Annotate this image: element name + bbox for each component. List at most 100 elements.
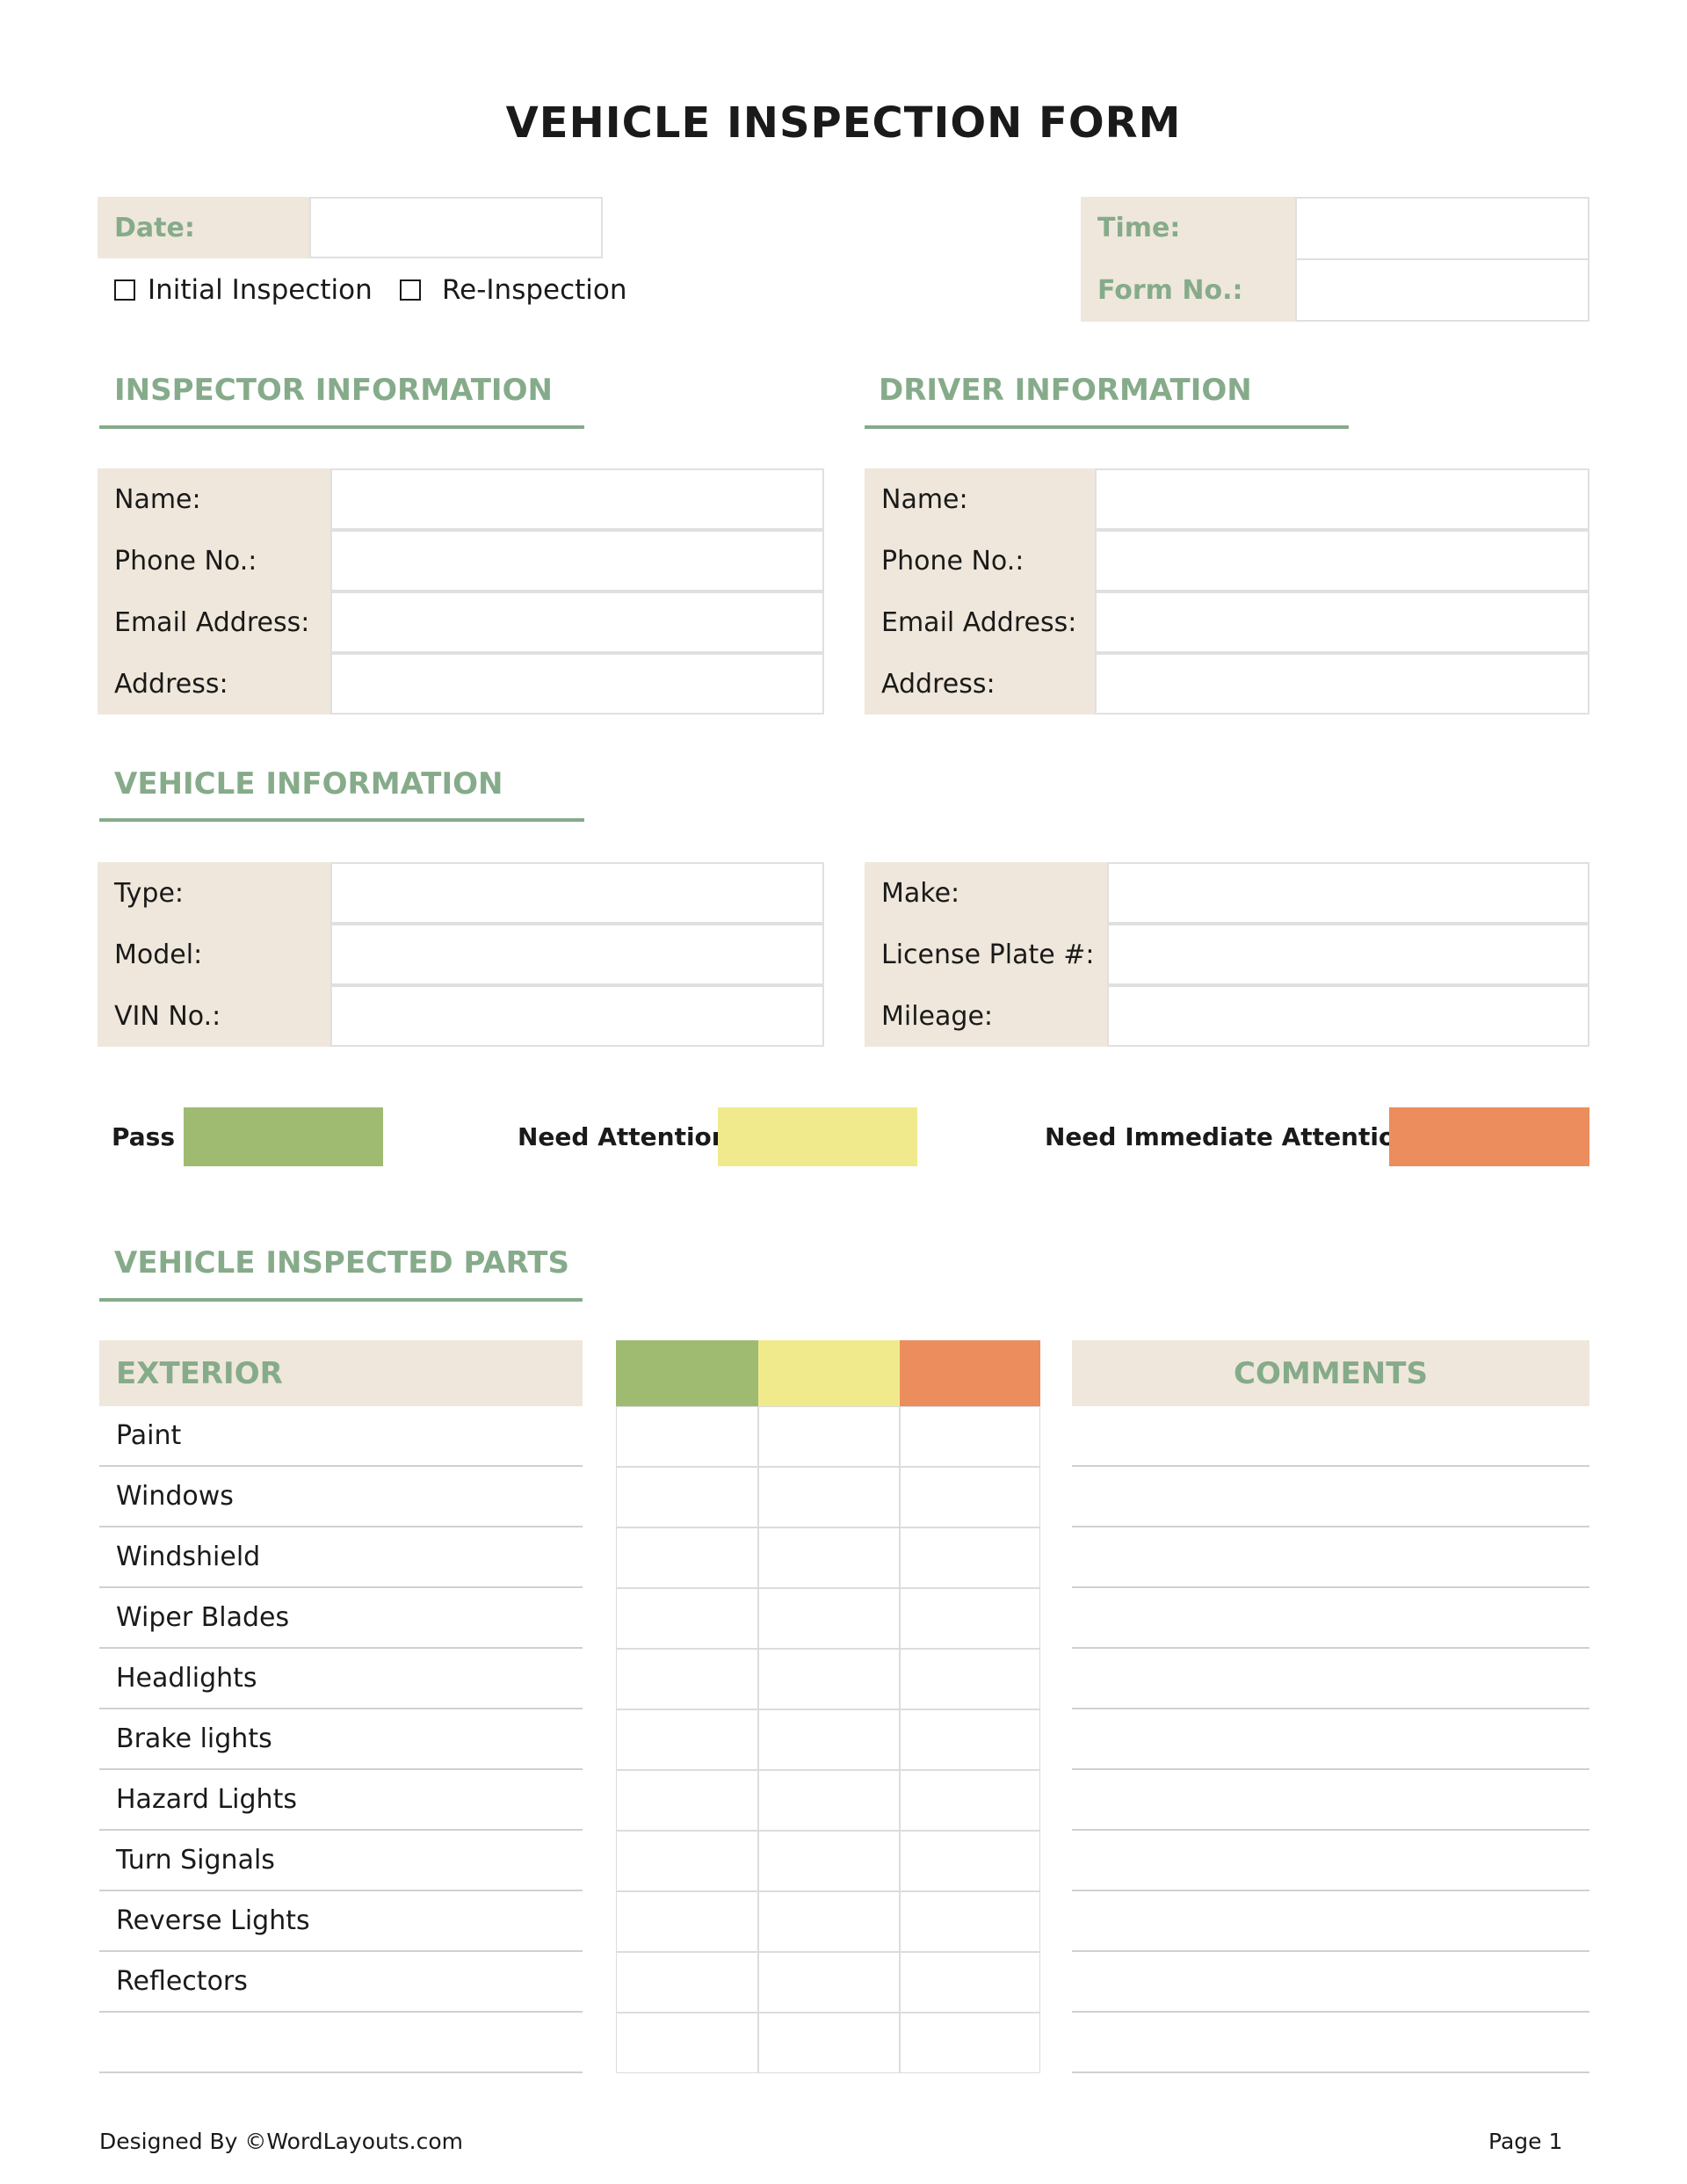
field-input[interactable] — [1107, 924, 1589, 985]
pass-cell[interactable] — [616, 1406, 758, 1467]
field-input[interactable] — [1107, 985, 1589, 1047]
date-label: Date: — [98, 197, 309, 258]
comment-field[interactable] — [1072, 1588, 1589, 1649]
legend-immediate-label: Need Immediate Attention — [1045, 1122, 1414, 1151]
field-input[interactable] — [330, 468, 824, 530]
part-row: Paint — [99, 1406, 583, 1467]
re-inspection-checkbox[interactable]: Re-Inspection — [400, 274, 627, 306]
field-label: Email Address: — [865, 591, 1095, 653]
field-input[interactable] — [1095, 653, 1589, 715]
field-label: VIN No.: — [98, 985, 330, 1047]
field-input[interactable] — [1107, 862, 1589, 924]
pass-column-header — [616, 1340, 758, 1406]
comment-field[interactable] — [1072, 1527, 1589, 1588]
immediate-cell[interactable] — [900, 1709, 1040, 1770]
attention-cell[interactable] — [758, 2013, 900, 2073]
field-input[interactable] — [1095, 468, 1589, 530]
field-label: Name: — [98, 468, 330, 530]
part-row: Windows — [99, 1467, 583, 1527]
immediate-cell[interactable] — [900, 1770, 1040, 1831]
exterior-heading: EXTERIOR — [99, 1340, 583, 1406]
attention-cell[interactable] — [758, 1709, 900, 1770]
legend-attention-swatch — [718, 1107, 917, 1166]
part-row: Brake lights — [99, 1709, 583, 1770]
attention-cell[interactable] — [758, 1588, 900, 1649]
comment-field[interactable] — [1072, 2013, 1589, 2073]
part-row — [99, 2013, 583, 2073]
field-label: Phone No.: — [98, 530, 330, 591]
parts-heading: VEHICLE INSPECTED PARTS — [114, 1245, 569, 1281]
attention-cell[interactable] — [758, 1527, 900, 1588]
checkbox-icon[interactable] — [400, 279, 421, 301]
attention-cell[interactable] — [758, 1467, 900, 1527]
field-input[interactable] — [1095, 530, 1589, 591]
part-row: Reflectors — [99, 1952, 583, 2013]
comment-field[interactable] — [1072, 1649, 1589, 1709]
legend-pass-label: Pass — [112, 1122, 175, 1151]
driver-heading: DRIVER INFORMATION — [879, 373, 1252, 408]
comment-field[interactable] — [1072, 1770, 1589, 1831]
pass-cell[interactable] — [616, 1891, 758, 1952]
immediate-cell[interactable] — [900, 1588, 1040, 1649]
date-field[interactable] — [309, 197, 603, 258]
initial-inspection-checkbox[interactable]: Initial Inspection — [114, 274, 373, 306]
checkbox-icon[interactable] — [114, 279, 135, 301]
pass-cell[interactable] — [616, 1831, 758, 1891]
field-input[interactable] — [330, 530, 824, 591]
part-row: Headlights — [99, 1649, 583, 1709]
immediate-cell[interactable] — [900, 1831, 1040, 1891]
form-no-field[interactable] — [1295, 258, 1589, 322]
pass-cell[interactable] — [616, 2013, 758, 2073]
comment-field[interactable] — [1072, 1406, 1589, 1467]
pass-cell[interactable] — [616, 1588, 758, 1649]
field-input[interactable] — [1095, 591, 1589, 653]
comment-field[interactable] — [1072, 1709, 1589, 1770]
legend-pass-swatch — [184, 1107, 383, 1166]
attention-column-header — [758, 1340, 900, 1406]
pass-cell[interactable] — [616, 1527, 758, 1588]
immediate-cell[interactable] — [900, 2013, 1040, 2073]
field-label: Mileage: — [865, 985, 1107, 1047]
divider — [99, 1298, 583, 1302]
time-field[interactable] — [1295, 197, 1589, 260]
checkbox-label: Initial Inspection — [148, 274, 373, 306]
immediate-cell[interactable] — [900, 1649, 1040, 1709]
attention-cell[interactable] — [758, 1831, 900, 1891]
pass-cell[interactable] — [616, 1952, 758, 2013]
field-input[interactable] — [330, 862, 824, 924]
immediate-cell[interactable] — [900, 1891, 1040, 1952]
pass-cell[interactable] — [616, 1467, 758, 1527]
pass-cell[interactable] — [616, 1709, 758, 1770]
part-row: Hazard Lights — [99, 1770, 583, 1831]
field-label: Address: — [98, 653, 330, 715]
attention-cell[interactable] — [758, 1406, 900, 1467]
immediate-cell[interactable] — [900, 1406, 1040, 1467]
comment-field[interactable] — [1072, 1467, 1589, 1527]
footer-credit: Designed By ©WordLayouts.com — [99, 2129, 464, 2154]
field-input[interactable] — [330, 985, 824, 1047]
comment-field[interactable] — [1072, 1891, 1589, 1952]
field-input[interactable] — [330, 653, 824, 715]
field-label: Type: — [98, 862, 330, 924]
attention-cell[interactable] — [758, 1891, 900, 1952]
immediate-cell[interactable] — [900, 1952, 1040, 2013]
immediate-cell[interactable] — [900, 1527, 1040, 1588]
attention-cell[interactable] — [758, 1770, 900, 1831]
field-label: Model: — [98, 924, 330, 985]
field-label: Phone No.: — [865, 530, 1095, 591]
pass-cell[interactable] — [616, 1770, 758, 1831]
field-input[interactable] — [330, 591, 824, 653]
part-row: Windshield — [99, 1527, 583, 1588]
pass-cell[interactable] — [616, 1649, 758, 1709]
checkbox-label: Re-Inspection — [442, 274, 627, 306]
legend-immediate-swatch — [1389, 1107, 1589, 1166]
attention-cell[interactable] — [758, 1952, 900, 2013]
comment-field[interactable] — [1072, 1831, 1589, 1891]
comment-field[interactable] — [1072, 1952, 1589, 2013]
attention-cell[interactable] — [758, 1649, 900, 1709]
vehicle-heading: VEHICLE INFORMATION — [114, 766, 503, 802]
part-row: Reverse Lights — [99, 1891, 583, 1952]
immediate-cell[interactable] — [900, 1467, 1040, 1527]
field-input[interactable] — [330, 924, 824, 985]
part-row: Turn Signals — [99, 1831, 583, 1891]
